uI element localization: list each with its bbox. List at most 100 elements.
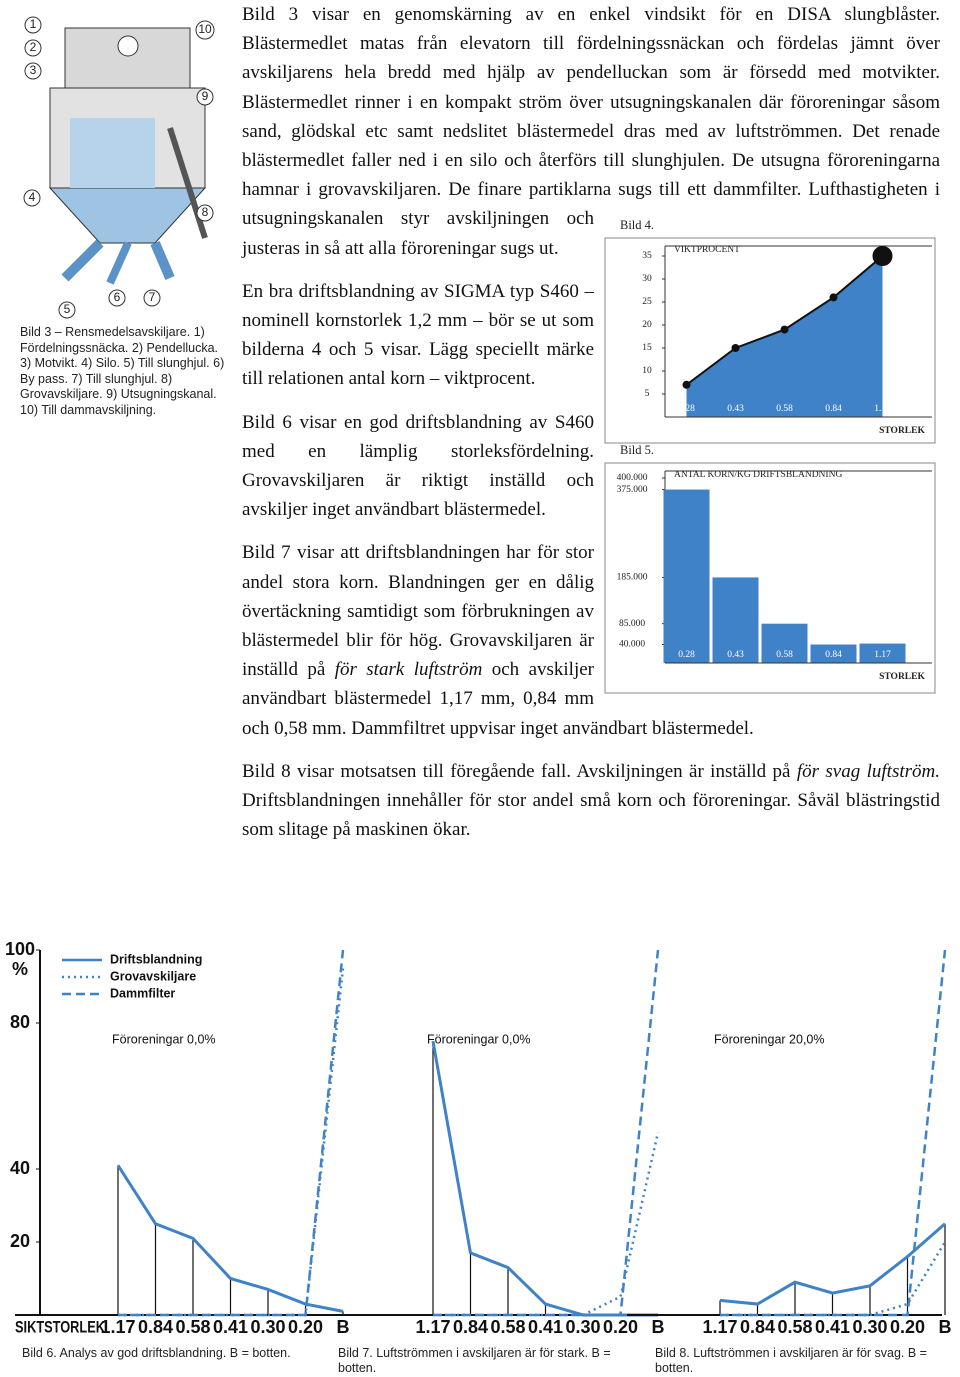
point [682,380,691,389]
x-tick-label: 0.28 [678,650,695,660]
legend-label: Dammfilter [110,986,175,1000]
x-tick-label: 0.84 [138,1317,173,1337]
separator-diagram: 1 2 3 4 5 6 7 8 9 10 [23,16,215,319]
x-tick-label: B [939,1317,952,1337]
label-circle [24,39,42,57]
y-tick-label: 185.000 [617,573,648,583]
callout: 9 [202,89,209,103]
x-tick-label: 0.41 [528,1317,563,1337]
y-tick-label: 40 [10,1158,30,1178]
point [731,344,740,352]
paragraph: Bild 6 visar en god driftsblandning av S… [242,408,940,525]
x-axis-label: SIKTSTORLEK [15,1317,106,1336]
label-circle [143,289,161,307]
screw [117,35,139,57]
text: och avskiljer användbart blästermedel 1,… [242,659,754,739]
y-tick-label: 5 [645,389,650,399]
x-tick-label: 1.17 [702,1317,737,1337]
x-tick-label: 1.17 [415,1317,450,1337]
annotation: Föroreningar 0,0% [427,1032,531,1046]
y-tick-label: 35 [642,251,652,261]
y-tick-label: 15 [642,343,652,353]
outlet [150,241,175,280]
y-tick-label: 20 [642,320,652,330]
text: Bild 6 visar en god driftsblandning av S… [242,411,594,521]
label-circle [195,20,215,40]
y-tick-label: 400.000 [617,473,648,483]
x-tick-label: 0.20 [603,1317,638,1337]
x-tick-label: 0.20 [890,1317,925,1337]
x-tick-label: 0.30 [565,1317,600,1337]
callout: 4 [29,190,36,204]
figure-caption: Bild 3 – Rensmedelsavskiljare. 1) Fördel… [20,325,225,417]
y-tick-label: 85.000 [619,619,645,629]
callout: 6 [114,290,121,304]
paragraph: En bra driftsblandning av SIGMA typ S460… [242,277,940,394]
text: Driftsblandningen innehåller för stor an… [242,790,940,841]
outlet [61,239,104,282]
callout: 1 [30,17,37,31]
y-tick-label: 25 [642,297,652,307]
emphasis: för svag luftström. [796,760,940,782]
bar [859,643,906,663]
x-tick-label: 0.58 [175,1317,210,1337]
label-circle [24,62,42,80]
chart-caption: Bild 6. Analys av god driftsblandning. B… [22,1346,291,1360]
legend-label: Grovavskiljare [110,969,196,983]
x-tick-label: B [652,1317,665,1337]
callout: 7 [149,290,156,304]
chart-title: ANTAL KORN/KG DRIFTSBLANDNING [674,470,842,480]
y-tick-label: 80 [10,1012,30,1032]
y-unit: % [12,959,28,979]
series-line [433,1132,660,1317]
charts: Bild 4. VIKTPROCENT 5 10 15 20 25 30 35 0.28 0.43 0… [604,218,936,694]
x-tick-label: 0.84 [453,1317,488,1337]
y-tick-label: 30 [642,274,652,284]
paragraph: Bild 3 visar en genomskärning av en enke… [242,0,940,263]
callout: 8 [202,205,209,219]
x-tick-label: 0.58 [776,650,793,660]
annotation: Föroreningar 0,0% [112,1032,216,1046]
x-tick-label: 0.28 [678,404,695,414]
y-tick-label: 375.000 [617,485,648,495]
annotation: Föroreningar 20,0% [714,1032,824,1046]
figures: Bild 4. VIKTPROCENT 5 10 15 20 25 30 35 0.28 0.43 0… [602,208,940,698]
bar [810,644,857,663]
x-tick-label: B [337,1317,350,1337]
x-tick-label: 0.84 [740,1317,775,1337]
chart-title: VIKTPROCENT [674,245,740,255]
label-circle [58,301,76,319]
chart-caption: Bild 8. Luftströmmen i avskiljaren är fö… [655,1346,927,1375]
x-axis-label: STORLEK [879,672,925,682]
text: Bild 8 visar motsatsen till föregående f… [242,760,797,782]
x-tick-label: 1.17 [874,650,891,660]
legend-label: Driftsblandning [110,952,202,966]
x-tick-label: 0.41 [213,1317,248,1337]
x-tick-label: 0.58 [490,1317,525,1337]
paragraph: Bild 7 visar att driftsblandningen har f… [242,538,940,742]
x-tick-label: 0.30 [852,1317,887,1337]
y-tick-label: 10 [642,366,652,376]
body-text: Bild 4. VIKTPROCENT 5 10 15 20 25 30 35 0.28 0.43 0… [242,0,940,858]
media-stream [70,118,155,188]
bar [712,577,759,663]
callout: 2 [30,40,37,54]
text: Bild 3 visar en genomskärning av en enke… [242,4,940,259]
x-tick-label: 0.43 [727,404,744,414]
text: En bra driftsblandning av SIGMA typ S460… [242,280,594,390]
frame [604,462,936,694]
x-tick-label: 0.84 [825,650,842,660]
bar [761,623,808,663]
series-line [118,968,345,1317]
silo [48,187,207,244]
paragraph: Bild 8 visar motsatsen till föregående f… [242,757,940,845]
x-tick-label: 0.41 [815,1317,850,1337]
point [872,246,893,266]
x-axis-label: STORLEK [879,426,925,436]
outlet [106,241,132,285]
callout: 3 [30,63,37,77]
series-line [433,949,660,1317]
label-circle [196,88,214,106]
